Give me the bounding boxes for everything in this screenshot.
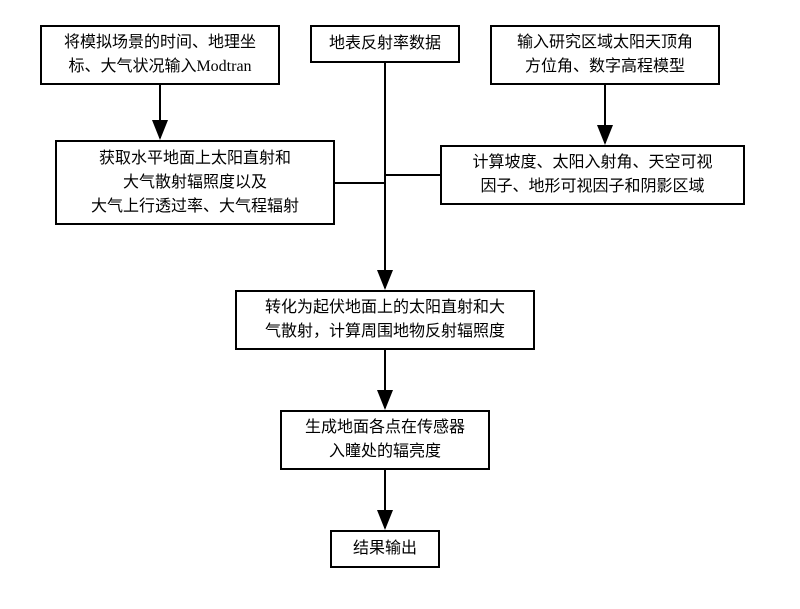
node-input-solar: 输入研究区域太阳天顶角方位角、数字高程模型: [490, 25, 720, 85]
node-label: 地表反射率数据: [329, 32, 441, 56]
node-label: 输入研究区域太阳天顶角方位角、数字高程模型: [517, 31, 693, 79]
node-convert-terrain: 转化为起伏地面上的太阳直射和大气散射，计算周围地物反射辐照度: [235, 290, 535, 350]
node-get-horizontal: 获取水平地面上太阳直射和大气散射辐照度以及大气上行透过率、大气程辐射: [55, 140, 335, 225]
node-label: 将模拟场景的时间、地理坐标、大气状况输入Modtran: [64, 31, 256, 79]
node-label: 计算坡度、太阳入射角、天空可视因子、地形可视因子和阴影区域: [472, 151, 712, 199]
node-calc-slope: 计算坡度、太阳入射角、天空可视因子、地形可视因子和阴影区域: [440, 145, 745, 205]
node-surface-reflectance: 地表反射率数据: [310, 25, 460, 63]
node-output-result: 结果输出: [330, 530, 440, 568]
node-label: 获取水平地面上太阳直射和大气散射辐照度以及大气上行透过率、大气程辐射: [91, 147, 299, 219]
node-input-modtran: 将模拟场景的时间、地理坐标、大气状况输入Modtran: [40, 25, 280, 85]
node-label: 结果输出: [353, 537, 417, 561]
node-label: 生成地面各点在传感器入瞳处的辐亮度: [305, 416, 465, 464]
node-generate-radiance: 生成地面各点在传感器入瞳处的辐亮度: [280, 410, 490, 470]
node-label: 转化为起伏地面上的太阳直射和大气散射，计算周围地物反射辐照度: [265, 296, 505, 344]
